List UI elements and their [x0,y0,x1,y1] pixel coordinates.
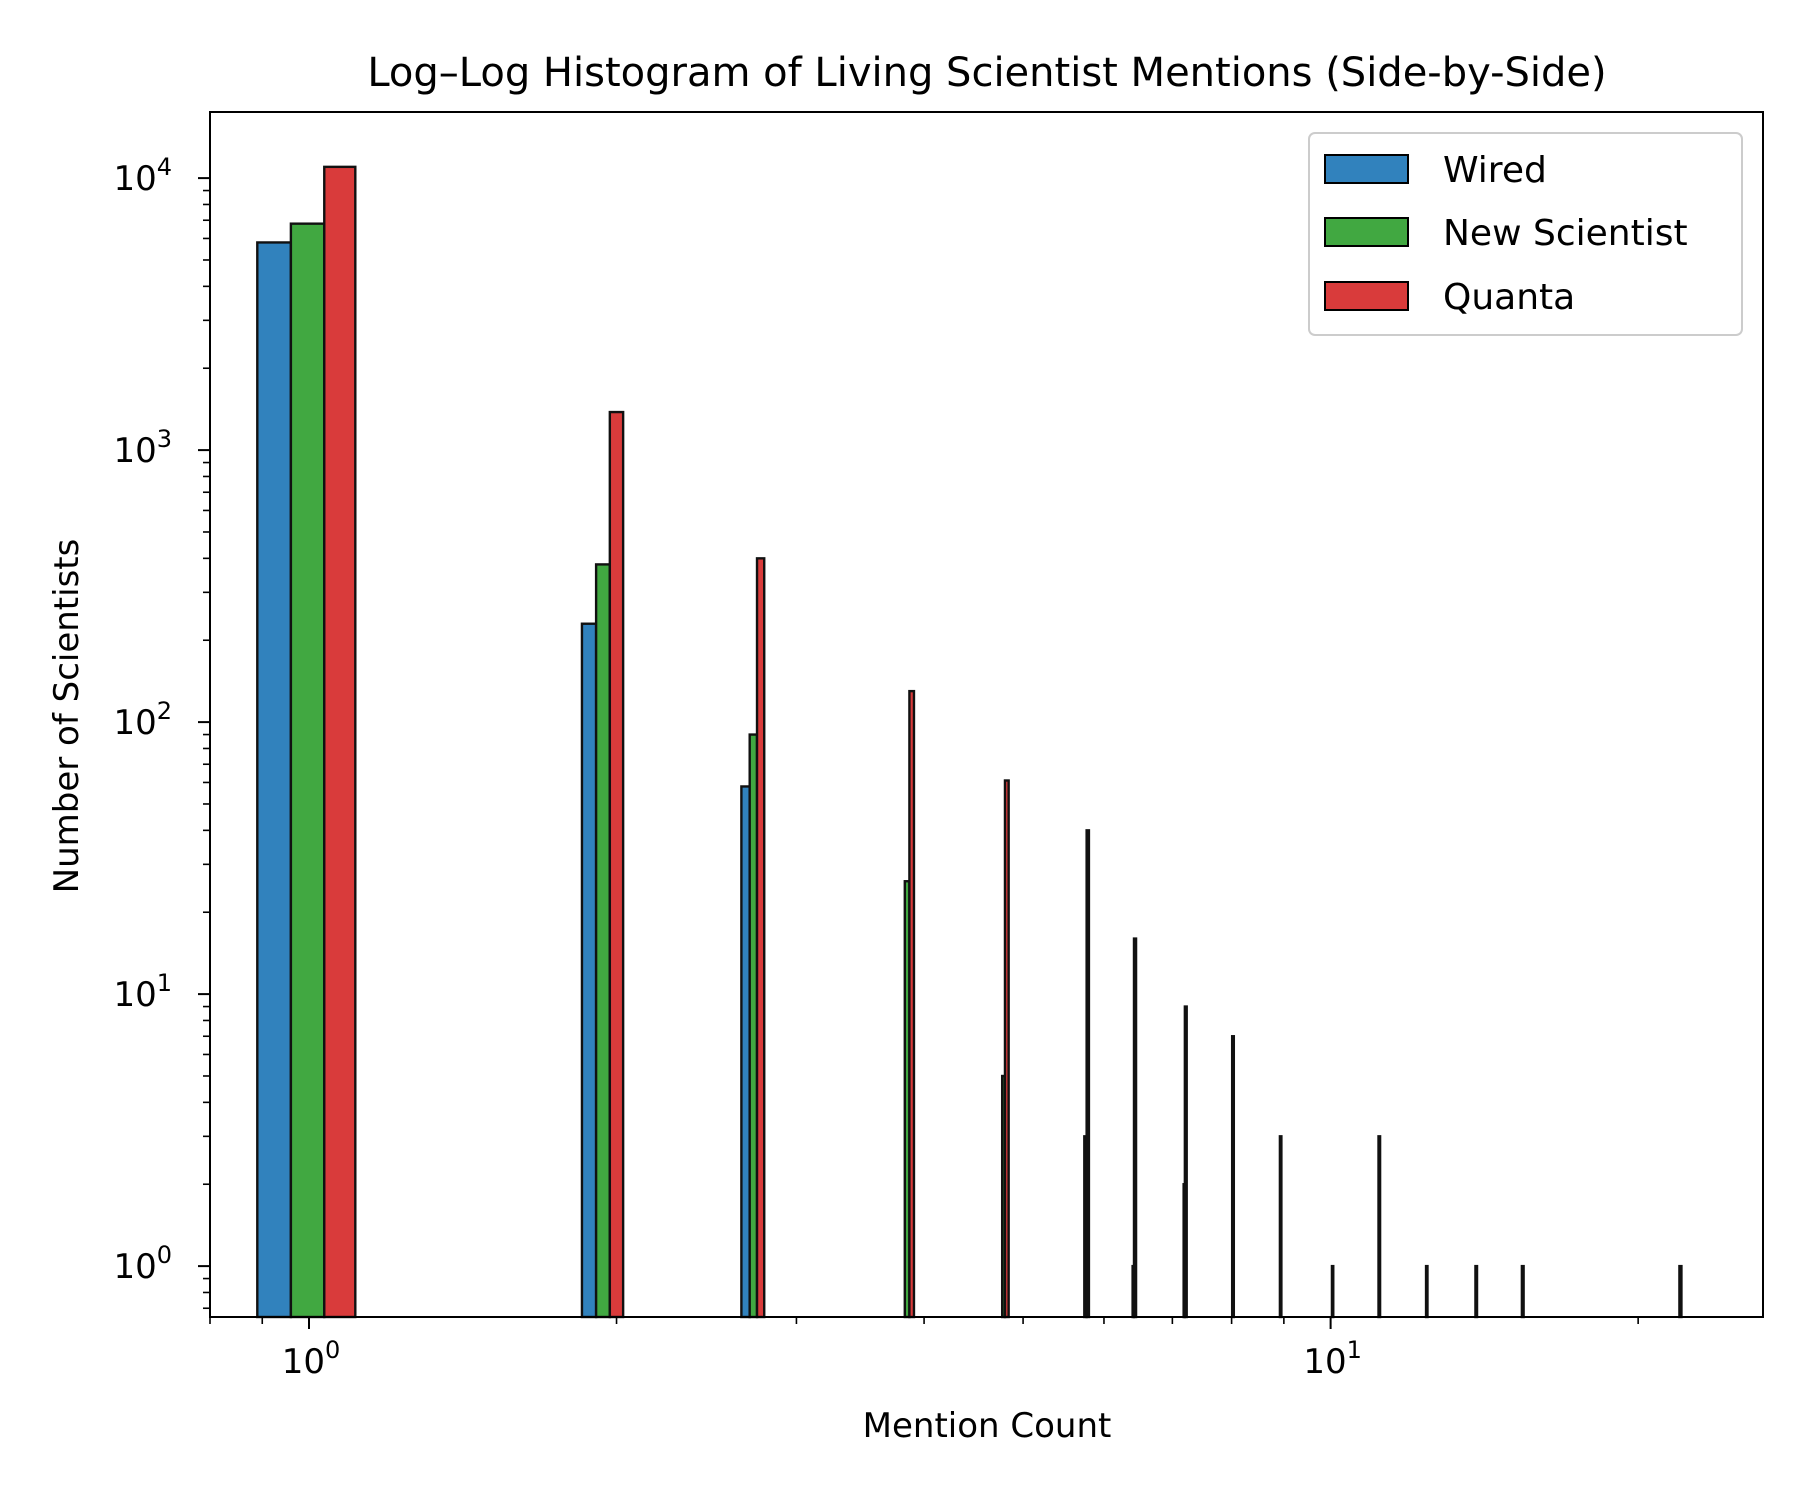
y-axis-label: Number of Scientists [47,539,87,894]
legend-label-wired: Wired [1443,150,1547,191]
bar-quanta-8 [1230,1035,1236,1319]
bars-group [256,165,1683,1319]
y-tick-label: 103 [113,425,172,471]
bar-quanta-9 [1278,1135,1283,1319]
y-tick-label: 100 [113,1241,172,1287]
bar-quanta-0 [323,165,357,1319]
legend: Wired New Scientist Quanta [1308,132,1743,336]
bar-new-scientist-0 [289,222,326,1319]
bar-quanta-2 [755,557,766,1319]
minor-ticks [203,189,1639,1324]
y-tick-label: 101 [113,969,172,1015]
bar-quanta-15 [1678,1264,1683,1319]
legend-swatch-new-scientist [1324,217,1409,247]
bar-quanta-14 [1520,1264,1525,1319]
bar-quanta-11 [1377,1135,1382,1319]
y-tick-label: 102 [113,697,172,743]
bar-quanta-7 [1183,1005,1188,1319]
bar-quanta-4 [1003,779,1010,1319]
bar-quanta-1 [608,410,625,1319]
bar-wired-2 [740,785,751,1319]
x-tick-label: 100 [282,1336,341,1382]
x-tick-label: 101 [1303,1336,1362,1382]
bar-quanta-5 [1085,829,1091,1319]
bar-wired-0 [256,241,293,1319]
legend-swatch-wired [1324,154,1409,184]
legend-box [1308,132,1743,336]
bar-quanta-13 [1474,1264,1479,1319]
bar-quanta-3 [908,689,916,1319]
legend-label-new-scientist: New Scientist [1443,213,1688,254]
chart-title: Log–Log Histogram of Living Scientist Me… [367,50,1606,96]
legend-swatch-quanta [1324,281,1409,311]
bar-quanta-6 [1132,937,1138,1319]
x-axis-label: Mention Count [863,1406,1112,1446]
legend-label-quanta: Quanta [1443,277,1575,318]
major-ticks: 100 101 100 101 102 103 104 [113,153,1361,1382]
y-tick-label: 104 [113,153,172,199]
plot-frame [209,111,1764,1318]
bar-new-scientist-1 [594,563,612,1319]
bar-quanta-12 [1424,1264,1429,1319]
bar-wired-1 [580,622,598,1319]
bar-quanta-10 [1330,1264,1335,1319]
